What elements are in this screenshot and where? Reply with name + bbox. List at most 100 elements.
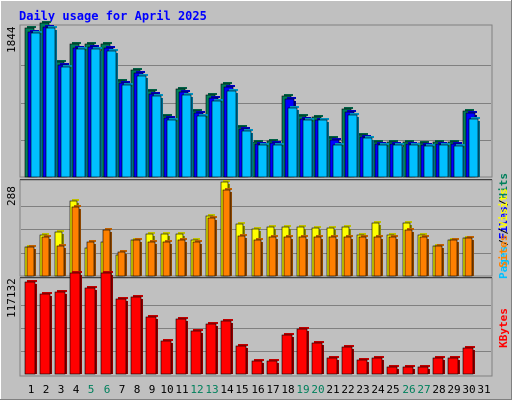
legend-entry: Sites [497,235,510,268]
visitors-bar-sites-day-16 [253,238,263,277]
traffic-bar-pages-day-7 [121,83,133,178]
volume-bars [24,271,475,375]
visitors-bar-sites-day-7 [117,250,127,277]
day-label-18: 18 [281,383,294,396]
volume-bar-kbytes-day-29 [447,356,460,375]
visitors-bar-sites-day-25 [388,235,398,277]
day-label-3: 3 [58,383,65,396]
legend-entry: / [497,199,510,206]
visitors-bar-sites-day-27 [419,235,429,277]
volume-bar-kbytes-day-8 [130,295,143,375]
volume-bar-kbytes-day-11 [175,317,188,375]
traffic-bar-pages-day-22 [347,113,359,178]
day-label-9: 9 [149,383,156,396]
visitors-bar-sites-day-29 [449,238,459,277]
visitors-bar-sites-day-9 [147,240,157,277]
traffic-bar-pages-day-20 [317,118,329,178]
traffic-bar-pages-day-9 [151,94,163,178]
volume-bar-kbytes-day-19 [296,327,309,375]
volume-bar-kbytes-day-23 [356,358,369,375]
traffic-bar-pages-day-17 [272,143,284,178]
volume-gridlines [21,305,491,352]
visitors-bar-sites-day-22 [343,235,353,277]
traffic-bar-pages-day-24 [377,143,389,178]
visitors-bar-sites-day-24 [373,235,383,277]
traffic-bar-pages-day-29 [453,144,465,178]
traffic-bar-pages-day-6 [106,49,118,178]
volume-bar-kbytes-day-25 [386,365,399,375]
visitors-bar-sites-day-30 [464,236,474,277]
volume-bar-kbytes-day-17 [266,359,279,375]
volume-panel: 117132 KBytes [5,271,510,377]
visitors-bar-sites-day-21 [328,235,338,277]
legend-entry: / [497,239,510,246]
traffic-bar-pages-day-14 [226,89,238,178]
volume-bar-kbytes-day-26 [402,365,415,375]
chart-title: Daily usage for April 2025 [19,9,207,23]
volume-bar-kbytes-day-5 [84,286,97,375]
day-label-12: 12 [190,383,203,396]
day-label-10: 10 [160,383,173,396]
traffic-bars [24,21,480,178]
traffic-bar-pages-day-19 [302,118,314,178]
day-label-8: 8 [134,383,141,396]
visitors-legend: Sites/Visits [497,188,510,268]
day-label-1: 1 [28,383,35,396]
day-label-27: 27 [417,383,430,396]
visitors-bar-sites-day-20 [313,235,323,277]
volume-bar-kbytes-day-18 [281,333,294,375]
traffic-bar-pages-day-3 [60,65,72,178]
legend-entry: / [497,228,510,235]
traffic-bar-pages-day-11 [181,93,193,178]
visitors-bar-sites-day-6 [102,228,112,277]
traffic-bar-pages-day-25 [392,143,404,178]
day-label-4: 4 [73,383,80,396]
visitors-bar-sites-day-11 [177,238,187,277]
visitors-bar-sites-day-1 [26,245,36,277]
traffic-bar-pages-day-15 [241,129,253,178]
volume-ymax-label: 117132 [5,278,18,318]
legend-entry: KBytes [497,308,510,348]
traffic-bar-pages-day-18 [287,106,299,178]
visitors-bar-sites-day-10 [162,240,172,277]
volume-bar-kbytes-day-2 [39,292,52,375]
traffic-bar-pages-day-26 [408,143,420,178]
day-label-14: 14 [220,383,234,396]
traffic-bar-pages-day-13 [211,99,223,178]
legend-entry: Pages [497,246,510,279]
traffic-bar-pages-day-1 [30,31,42,178]
volume-bar-kbytes-day-24 [371,356,384,375]
visitors-bar-sites-day-19 [298,235,308,277]
volume-bar-kbytes-day-13 [205,322,218,375]
volume-bar-kbytes-day-16 [251,359,264,375]
visitors-bar-sites-day-15 [237,234,247,277]
volume-bar-kbytes-day-30 [462,346,475,375]
day-label-20: 20 [311,383,324,396]
day-label-29: 29 [447,383,460,396]
day-label-11: 11 [175,383,188,396]
volume-bar-kbytes-day-28 [432,356,445,375]
visitors-bar-sites-day-17 [268,235,278,277]
visitors-bar-sites-day-5 [86,240,96,277]
day-label-16: 16 [251,383,264,396]
traffic-bar-pages-day-23 [362,136,374,178]
visitors-bar-sites-day-13 [207,216,217,277]
day-label-19: 19 [296,383,309,396]
volume-bar-kbytes-day-6 [100,271,113,375]
visitors-bar-sites-day-23 [358,235,368,277]
traffic-panel: 1844 Pages/Files/Hits [5,21,510,279]
traffic-bar-pages-day-4 [75,47,87,178]
traffic-bar-pages-day-27 [423,144,435,178]
day-label-31: 31 [477,383,490,396]
volume-bar-kbytes-day-10 [160,339,173,375]
day-label-26: 26 [402,383,415,396]
day-label-25: 25 [386,383,399,396]
day-label-28: 28 [432,383,445,396]
traffic-bar-pages-day-16 [257,143,269,178]
day-label-30: 30 [462,383,475,396]
traffic-bar-pages-day-28 [438,143,450,178]
day-label-24: 24 [371,383,385,396]
traffic-bar-pages-day-5 [90,47,102,178]
traffic-bar-pages-day-8 [136,74,148,178]
